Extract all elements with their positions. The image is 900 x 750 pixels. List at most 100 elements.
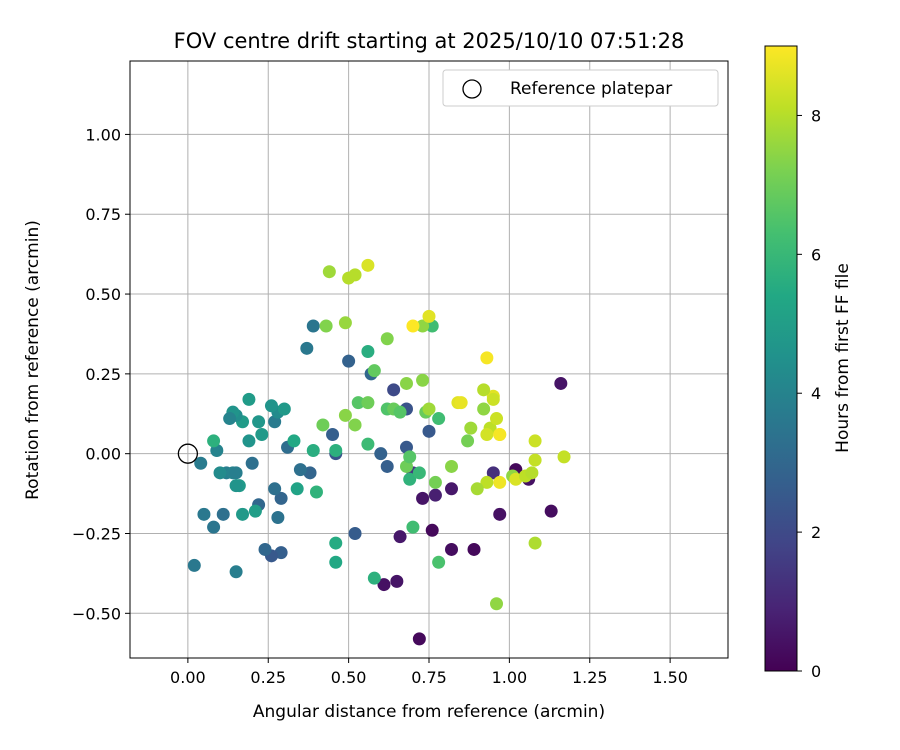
data-point <box>480 475 494 489</box>
colorbar-label: Hours from first FF file <box>833 263 853 453</box>
x-tick-label: 1.50 <box>652 668 688 687</box>
data-point <box>329 536 343 550</box>
data-point <box>213 466 227 480</box>
colorbar-tick-label: 0 <box>811 662 821 681</box>
data-point <box>361 345 375 359</box>
colorbar: 0 2 4 6 8 Hours from first FF file <box>764 45 853 681</box>
legend-label: Reference platepar <box>510 79 672 99</box>
data-point <box>490 412 504 426</box>
data-point <box>525 466 539 480</box>
data-point <box>271 511 285 525</box>
legend-reference-marker <box>462 79 482 99</box>
data-point <box>229 479 243 493</box>
data-point <box>374 447 388 461</box>
data-point <box>477 383 491 397</box>
y-tick-label: 0.00 <box>85 445 121 464</box>
x-tick-label: 1.00 <box>492 668 528 687</box>
data-point <box>229 466 243 480</box>
data-point <box>461 434 475 448</box>
x-axis-label: Angular distance from reference (arcmin) <box>253 702 605 722</box>
data-point <box>348 526 362 540</box>
data-point <box>544 504 558 518</box>
data-point <box>223 412 237 426</box>
data-point <box>367 364 381 378</box>
data-point <box>293 463 307 477</box>
data-point <box>493 507 507 521</box>
data-point <box>361 258 375 272</box>
data-point <box>342 354 356 368</box>
data-point <box>406 319 420 333</box>
data-point <box>216 507 230 521</box>
chart-title: FOV centre drift starting at 2025/10/10 … <box>174 29 685 53</box>
data-point <box>399 376 413 390</box>
data-point <box>416 373 430 387</box>
data-point <box>348 268 362 282</box>
colorbar-ticks: 0 2 4 6 8 <box>797 106 821 681</box>
data-point <box>309 485 323 499</box>
data-point <box>329 555 343 569</box>
data-point <box>187 558 201 572</box>
data-point <box>412 632 426 646</box>
data-point <box>486 392 500 406</box>
data-point <box>338 408 352 422</box>
data-points <box>187 258 571 646</box>
data-point <box>268 482 282 496</box>
data-point <box>274 491 288 505</box>
data-point <box>528 453 542 467</box>
colorbar-tick-label: 2 <box>811 523 821 542</box>
data-point <box>258 542 272 556</box>
data-point <box>229 565 243 579</box>
y-tick-label: 0.75 <box>85 205 121 224</box>
data-point <box>290 482 304 496</box>
data-point <box>338 316 352 330</box>
data-point <box>445 482 459 496</box>
data-point <box>416 491 430 505</box>
colorbar-tick-label: 6 <box>811 245 821 264</box>
data-point <box>493 475 507 489</box>
x-tick-label: 0.25 <box>250 668 286 687</box>
data-point <box>422 424 436 438</box>
y-tick-label: 0.50 <box>85 285 121 304</box>
data-point <box>361 396 375 410</box>
data-point <box>316 418 330 432</box>
x-axis-ticks: 0.00 0.25 0.50 0.75 1.00 1.25 1.50 <box>170 658 688 687</box>
data-point <box>393 530 407 544</box>
colorbar-tick-label: 4 <box>811 384 821 403</box>
data-point <box>445 542 459 556</box>
data-point <box>464 421 478 435</box>
x-tick-label: 0.00 <box>170 668 206 687</box>
data-point <box>351 396 365 410</box>
data-point <box>554 376 568 390</box>
data-point <box>403 472 417 486</box>
data-point <box>245 456 259 470</box>
y-tick-label: −0.50 <box>72 604 121 623</box>
data-point <box>361 437 375 451</box>
colorbar-tick-label: 8 <box>811 106 821 125</box>
data-point <box>264 399 278 413</box>
y-tick-label: 1.00 <box>85 125 121 144</box>
data-point <box>528 536 542 550</box>
y-axis-label: Rotation from reference (arcmin) <box>23 220 43 500</box>
data-point <box>329 443 343 457</box>
data-point <box>470 482 484 496</box>
data-point <box>428 488 442 502</box>
x-tick-label: 0.75 <box>411 668 447 687</box>
data-point <box>300 341 314 355</box>
data-point <box>319 319 333 333</box>
legend-box <box>442 69 719 107</box>
data-point <box>454 396 468 410</box>
reference-marker-layer <box>177 443 199 464</box>
data-point <box>380 459 394 473</box>
data-point <box>207 434 221 448</box>
x-tick-label: 1.25 <box>572 668 608 687</box>
data-point <box>416 319 430 333</box>
data-point <box>486 466 500 480</box>
data-point <box>197 507 211 521</box>
data-point <box>248 504 262 518</box>
data-point <box>528 434 542 448</box>
data-point <box>242 434 256 448</box>
data-point <box>406 520 420 534</box>
data-point <box>306 319 320 333</box>
data-point <box>393 405 407 419</box>
